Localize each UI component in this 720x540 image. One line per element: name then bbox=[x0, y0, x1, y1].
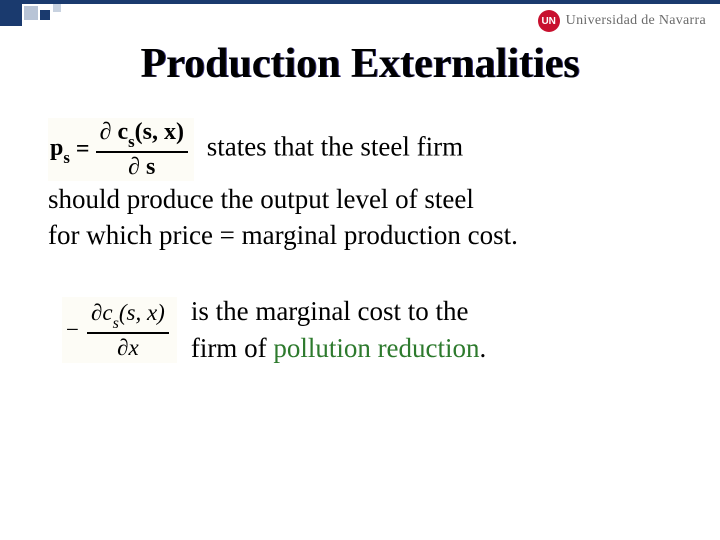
eq2-den-partial: ∂ bbox=[117, 335, 128, 360]
slide-content: ps = ∂ cs(s, x) ∂ s states that the stee… bbox=[0, 88, 720, 366]
slide-title: Production Externalities bbox=[0, 40, 720, 88]
para2-line-a: is the marginal cost to the bbox=[191, 296, 469, 326]
eq1-num-func-sub: s bbox=[128, 132, 135, 151]
eq1-den-partial: ∂ bbox=[128, 154, 140, 180]
eq1-fraction: ∂ cs(s, x) ∂ s bbox=[96, 120, 188, 179]
university-name: Universidad de Navarra bbox=[566, 13, 706, 29]
header-decor-squares bbox=[0, 4, 61, 26]
eq2-num-func: c bbox=[102, 300, 112, 325]
eq2-num-args: (s, x) bbox=[119, 300, 165, 325]
eq2-num-func-sub: s bbox=[113, 315, 119, 332]
un-badge-icon: UN bbox=[538, 10, 560, 32]
eq1-lhs-sub: s bbox=[63, 148, 70, 167]
para2-line-b-post: . bbox=[480, 333, 487, 363]
paragraph-2-wrap: − ∂cs(s, x) ∂x is the marginal cost to t… bbox=[48, 293, 672, 366]
eq2-fraction: ∂cs(s, x) ∂x bbox=[87, 301, 169, 359]
para1-line-b: should produce the output level of steel bbox=[48, 184, 474, 214]
equation-marginal-cost: − ∂cs(s, x) ∂x bbox=[62, 297, 177, 363]
paragraph-1: ps = ∂ cs(s, x) ∂ s states that the stee… bbox=[48, 118, 672, 253]
university-logo: UN Universidad de Navarra bbox=[538, 10, 706, 32]
paragraph-2: is the marginal cost to the firm of poll… bbox=[191, 293, 486, 366]
eq1-num-partial: ∂ bbox=[100, 119, 112, 145]
eq1-den-var: s bbox=[146, 154, 155, 180]
eq1-num-args: (s, x) bbox=[135, 119, 184, 145]
para2-line-b-pre: firm of bbox=[191, 333, 273, 363]
eq1-num-func: c bbox=[117, 119, 128, 145]
header-bar bbox=[0, 0, 720, 4]
eq2-num-partial: ∂ bbox=[91, 300, 102, 325]
para1-line-c: for which price = marginal production co… bbox=[48, 220, 518, 250]
para2-highlight: pollution reduction bbox=[273, 333, 479, 363]
para1-line-a: states that the steel firm bbox=[207, 132, 463, 162]
eq1-equals: = bbox=[76, 133, 90, 165]
eq2-minus: − bbox=[66, 317, 79, 343]
eq1-lhs-var: p bbox=[50, 135, 63, 161]
equation-ps: ps = ∂ cs(s, x) ∂ s bbox=[48, 118, 194, 181]
eq2-den-var: x bbox=[128, 335, 138, 360]
